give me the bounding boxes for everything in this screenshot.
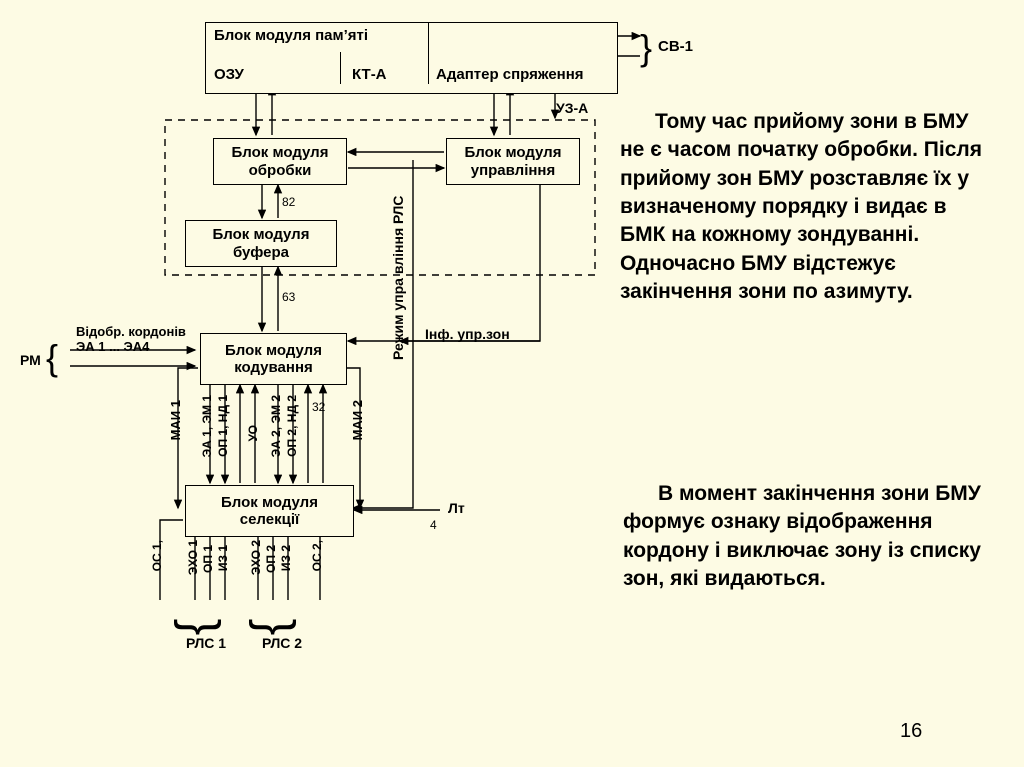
vl-os2: ОС 2,: [310, 540, 324, 571]
vl-iz1: ИЗ 1: [216, 545, 230, 571]
vl-iz2: ИЗ 2: [279, 545, 293, 571]
label-rls1: РЛС 1: [186, 635, 226, 651]
node-coding: Блок модуля кодування: [200, 333, 347, 385]
brace-sv1: {: [640, 30, 652, 66]
paragraph-1: Тому час прийому зони в БМУ не є часом п…: [620, 108, 990, 306]
label-mode-rls: Режим упра вління РЛС: [390, 180, 406, 360]
vl-exo1: ЭХО 1: [186, 540, 200, 575]
vl-op1: ОП 1: [201, 545, 215, 573]
memory-title: Блок модуля пам’яті: [214, 27, 368, 44]
num-32: 32: [312, 400, 325, 414]
brace-rls2: {: [243, 619, 293, 636]
label-inf: Інф. упр.зон: [425, 326, 510, 342]
memory-sub-adapter: Адаптер спряження: [436, 66, 584, 83]
vl-op2nd2: ОП 2, НД 2: [285, 395, 299, 457]
vl-op1nd1: ОП 1, НД 1: [216, 395, 230, 457]
memory-sub-kta: КТ-А: [352, 66, 387, 83]
brace-rls1: {: [168, 619, 218, 636]
brace-left: {: [46, 340, 58, 376]
vl-ea1: ЭА 1, ЭМ 1: [200, 395, 214, 457]
memory-sub-ozu: ОЗУ: [214, 66, 244, 83]
page-number: 16: [900, 720, 922, 743]
node-memory: Блок модуля пам’яті: [205, 22, 618, 94]
vl-uo: УО: [246, 425, 260, 442]
slide: Блок модуля пам’яті ОЗУ КТ-А Адаптер спр…: [0, 0, 1024, 767]
vl-op2: ОП 2: [264, 545, 278, 573]
paragraph-2: В момент закінчення зони БМУ формує озна…: [623, 480, 993, 593]
divider: [340, 52, 341, 84]
vl-mai1: МАИ 1: [168, 400, 183, 440]
num-4: 4: [430, 518, 437, 532]
label-uza: УЗ-А: [556, 100, 588, 116]
node-selection: Блок модуля селекції: [185, 485, 354, 537]
divider: [428, 22, 429, 84]
vl-os1: ОС 1,: [150, 540, 164, 571]
label-sv1: СВ-1: [658, 38, 693, 55]
vl-mai2: МАИ 2: [350, 400, 365, 440]
num-63: 63: [282, 290, 295, 304]
label-rls2: РЛС 2: [262, 635, 302, 651]
vl-exo2: ЭХО 2: [249, 540, 263, 575]
vl-ea2: ЭА 2, ЭМ 2: [269, 395, 283, 457]
num-82: 82: [282, 195, 295, 209]
node-processing: Блок модуля обробки: [213, 138, 347, 185]
node-control: Блок модуля управління: [446, 138, 580, 185]
label-borders: Відобр. кордонів ЭА 1 ... ЭА4: [76, 325, 186, 355]
label-lt: Лт: [448, 500, 465, 516]
label-rm: РМ: [20, 352, 41, 368]
node-buffer: Блок модуля буфера: [185, 220, 337, 267]
